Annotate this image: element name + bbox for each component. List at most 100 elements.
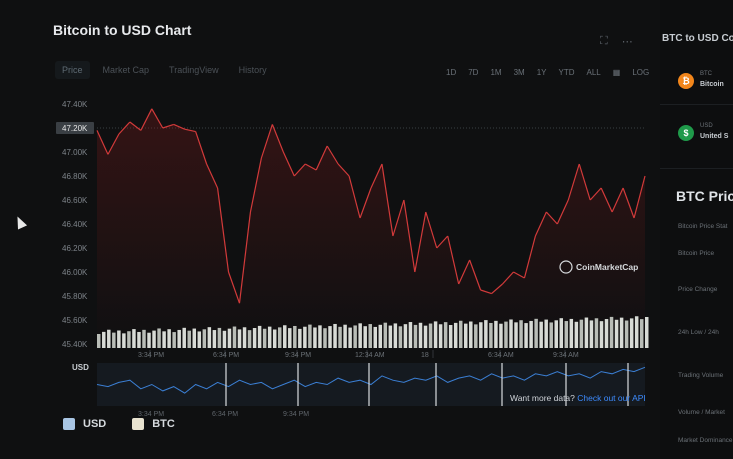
price-line-segment (271, 124, 284, 153)
range-7d[interactable]: 7D (468, 68, 479, 77)
volume-bar (232, 326, 237, 348)
price-line-segment (556, 199, 569, 225)
price-line-segment (425, 211, 438, 249)
price-line-segment (447, 235, 460, 285)
stats-row: Bitcoin Price (678, 250, 715, 257)
volume-bar (373, 326, 378, 348)
price-chart[interactable]: 47.40K 47.20K 47.00K 46.80K 46.60K 46.40K 46.2… (0, 90, 660, 420)
divider (660, 168, 733, 169)
volume-bar (494, 320, 498, 348)
api-link[interactable]: Check out our API (577, 393, 646, 403)
stats-row: Bitcoin Price Stat (678, 223, 728, 230)
volume-bar (423, 325, 428, 348)
volume-bar (589, 320, 594, 348)
volume-bar (353, 325, 357, 348)
price-line-segment (633, 175, 646, 219)
coinmarketcap-logo-icon (559, 260, 573, 274)
volume-bar (177, 329, 181, 348)
range-all[interactable]: ALL (586, 68, 601, 77)
price-line-segment (140, 108, 153, 131)
price-line-segment (523, 235, 536, 279)
navigator-line (96, 366, 646, 394)
volume-bar (257, 325, 262, 348)
more-icon[interactable]: ⋯ (621, 36, 633, 48)
price-line-segment (282, 151, 295, 177)
volume-bar (599, 321, 604, 348)
volume-bar (614, 319, 619, 348)
legend-btc[interactable]: BTC (132, 418, 175, 430)
volume-bar (509, 319, 513, 348)
price-line-segment (370, 163, 383, 189)
fullscreen-icon[interactable]: ⛶ (600, 35, 608, 47)
range-1d[interactable]: 1D (446, 68, 457, 77)
volume-bar (514, 322, 518, 348)
volume-bar (152, 330, 156, 348)
volume-bar (157, 328, 161, 348)
volume-bar (559, 318, 564, 348)
range-1y[interactable]: 1Y (536, 68, 547, 77)
converter-sidebar: BTC to USD Co ₿ BTC Bitcoin $ USD United… (660, 0, 733, 459)
volume-bar (383, 322, 388, 348)
price-line-segment (392, 199, 405, 237)
range-1m[interactable]: 1M (490, 68, 502, 77)
volume-bar (222, 330, 227, 348)
volume-bar (107, 329, 111, 348)
volume-bar (484, 320, 488, 348)
price-line-segment (348, 175, 361, 219)
volume-bar (348, 327, 352, 348)
volume-bar (453, 322, 458, 348)
range-log[interactable]: LOG (632, 68, 650, 77)
tab-tradingview[interactable]: TradingView (169, 65, 219, 75)
price-line-segment (293, 163, 306, 177)
tab-price[interactable]: Price (55, 61, 90, 79)
range-ytd[interactable]: YTD (558, 68, 575, 77)
volume-bar (267, 326, 272, 348)
volume-bar (242, 327, 247, 348)
price-line-segment (107, 133, 120, 155)
current-price-tag (56, 122, 94, 134)
price-line-segment (315, 145, 328, 171)
y-tick-label: 47.00K (62, 148, 88, 157)
volume-bar (378, 324, 383, 348)
volume-bar (645, 317, 649, 348)
volume-bar (639, 319, 644, 348)
volume-bar (182, 327, 186, 348)
y-tick-label: 46.60K (62, 196, 88, 205)
volume-bar (438, 324, 443, 348)
y-tick-label: 47.20K (62, 124, 88, 133)
volume-bar (499, 323, 503, 348)
legend-usd[interactable]: USD (63, 418, 106, 430)
price-chart-svg: 47.40K 47.20K 47.00K 46.80K 46.60K 46.40K 46.2… (56, 100, 649, 418)
y-tick-label: 47.40K (62, 100, 88, 109)
calendar-icon[interactable]: ▦ (612, 68, 621, 77)
tab-history[interactable]: History (238, 65, 267, 75)
volume-bar (122, 333, 126, 348)
price-line-segment (304, 163, 317, 171)
volume-bar (504, 321, 508, 348)
volume-bar (428, 323, 433, 348)
volume-bar (137, 331, 141, 348)
price-line-segment (337, 163, 350, 177)
x-tick-label: 9:34 AM (553, 352, 579, 359)
price-line-segment (611, 187, 624, 213)
price-line-segment (227, 271, 241, 304)
volume-bar (288, 328, 292, 348)
volume-bar (117, 330, 121, 348)
tab-market-cap[interactable]: Market Cap (102, 65, 150, 75)
volume-bar (594, 318, 599, 348)
range-3m[interactable]: 3M (513, 68, 525, 77)
price-line-segment (622, 187, 635, 219)
volume-bar (519, 320, 523, 348)
nav-tick-label: 3:34 PM (138, 411, 164, 418)
price-line-segment (414, 211, 427, 273)
volume-bar (172, 332, 176, 348)
volume-bar (132, 329, 136, 348)
volume-bar (544, 319, 548, 348)
x-tick-label: 6:34 PM (213, 352, 239, 359)
price-line-segment (545, 211, 558, 225)
volume-bar (534, 318, 538, 348)
volume-bar (237, 329, 242, 348)
price-line-segment (469, 259, 482, 291)
volume-bar (127, 331, 131, 348)
volume-bar (579, 319, 584, 348)
